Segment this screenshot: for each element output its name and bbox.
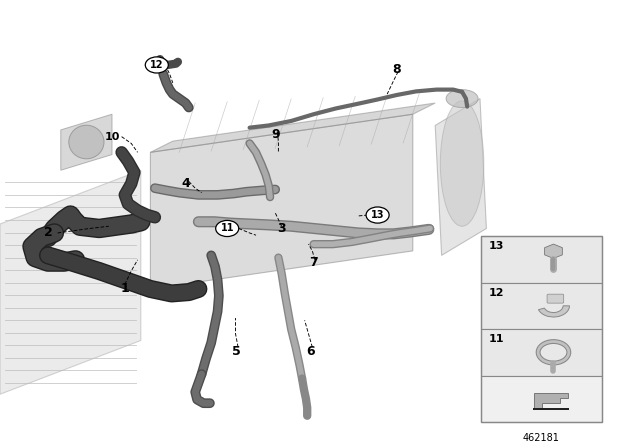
Circle shape: [145, 57, 168, 73]
Text: 8: 8: [392, 63, 401, 76]
Text: 3: 3: [277, 222, 286, 235]
Text: 6: 6: [306, 345, 315, 358]
Ellipse shape: [69, 125, 104, 159]
Bar: [481, 236, 602, 283]
Polygon shape: [534, 393, 568, 408]
Bar: [481, 236, 602, 422]
Wedge shape: [538, 306, 570, 317]
Polygon shape: [545, 244, 563, 258]
Circle shape: [366, 207, 389, 223]
Ellipse shape: [446, 90, 478, 108]
Text: 11: 11: [489, 334, 504, 345]
Text: 9: 9: [271, 128, 280, 141]
Bar: [481, 375, 602, 422]
Circle shape: [216, 220, 239, 237]
Polygon shape: [150, 103, 435, 152]
Polygon shape: [61, 114, 112, 170]
Ellipse shape: [440, 101, 484, 226]
Polygon shape: [435, 99, 486, 255]
Text: 462181: 462181: [523, 433, 560, 443]
Polygon shape: [0, 170, 141, 394]
Text: 7: 7: [309, 255, 318, 269]
Text: 13: 13: [371, 210, 385, 220]
Text: 1: 1: [120, 282, 129, 296]
Text: 4: 4: [181, 177, 190, 190]
Text: 10: 10: [104, 132, 120, 142]
Text: 5: 5: [232, 345, 241, 358]
Bar: [481, 329, 602, 375]
Text: 12: 12: [150, 60, 164, 70]
Text: 13: 13: [489, 241, 504, 251]
Polygon shape: [150, 114, 413, 289]
Polygon shape: [533, 408, 569, 410]
FancyBboxPatch shape: [547, 294, 564, 303]
Text: 11: 11: [220, 224, 234, 233]
Text: 12: 12: [489, 288, 504, 298]
Bar: [481, 283, 602, 329]
Text: 2: 2: [44, 226, 52, 240]
